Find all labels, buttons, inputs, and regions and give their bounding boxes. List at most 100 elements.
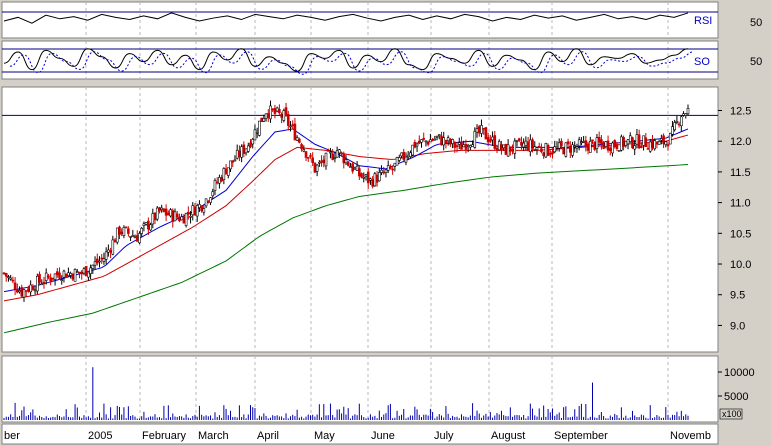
candle-body [269, 105, 272, 120]
candle-body [568, 145, 572, 153]
candle-body [484, 127, 488, 140]
candle-body [91, 264, 95, 269]
rsi-panel [1, 1, 719, 39]
candle-body [291, 124, 295, 127]
candle-body [460, 142, 463, 150]
candle-body [606, 140, 610, 151]
candle-body [167, 212, 170, 216]
candle-body [675, 120, 679, 123]
candle-body [42, 281, 46, 284]
candle-body [24, 290, 28, 292]
candle-body [244, 148, 248, 154]
candle-body [120, 231, 124, 234]
candle-body [118, 226, 121, 235]
candle-body [189, 216, 192, 218]
candle-body [338, 149, 341, 154]
candle-body [402, 151, 406, 160]
volume-panel [1, 355, 719, 423]
candle-body [249, 142, 252, 148]
candle-body [511, 149, 514, 152]
candle-body [677, 123, 681, 126]
candle-body [253, 129, 257, 141]
candle-body [504, 144, 508, 155]
candle-body [577, 139, 581, 147]
vol-unit-label: x100 [722, 409, 742, 419]
candle-body [133, 236, 137, 239]
candle-body [329, 151, 332, 154]
candle-body [89, 267, 92, 274]
candle-body [346, 161, 350, 166]
candle-body [680, 116, 683, 127]
candle-body [27, 288, 30, 292]
candle-body [433, 138, 437, 141]
candle-body [38, 273, 41, 283]
candle-body [522, 142, 525, 148]
candle-body [602, 142, 605, 149]
vol-tick-label: 5000 [724, 391, 748, 403]
candle-body [295, 137, 299, 141]
candle-body [333, 157, 337, 159]
candle-body [311, 157, 314, 164]
candle-body [653, 140, 656, 150]
candle-body [442, 137, 446, 146]
candle-body [464, 144, 468, 150]
candle-body [637, 134, 641, 149]
candle-body [246, 145, 250, 152]
candle-body [264, 113, 268, 119]
candle-body [351, 163, 354, 172]
candle-body [620, 136, 623, 151]
candle-body [446, 137, 450, 142]
x-axis-label: August [491, 430, 525, 442]
candle-body [524, 140, 528, 146]
candle-body [486, 137, 490, 143]
x-axis-label: 2005 [88, 430, 112, 442]
candle-body [400, 152, 403, 157]
candle-body [471, 144, 474, 147]
candle-body [489, 139, 492, 142]
candle-body [315, 164, 319, 172]
candle-body [193, 206, 197, 216]
candle-body [162, 208, 166, 212]
candle-body [395, 157, 399, 166]
candle-body [515, 139, 519, 142]
rsi-label: RSI [694, 15, 712, 27]
y-tick-label: 10.0 [730, 259, 751, 271]
ma-long-line [3, 164, 689, 334]
candle-body [122, 227, 126, 236]
candle-body [331, 153, 334, 160]
candle-body [93, 261, 97, 266]
rsi-tick: 50 [750, 17, 762, 29]
y-tick-label: 9.0 [730, 320, 745, 332]
candle-body [11, 279, 15, 282]
candle-body [364, 174, 368, 177]
candle-body [64, 273, 68, 279]
candle-body [624, 140, 628, 146]
candle-body [584, 140, 588, 147]
candle-body [431, 139, 434, 141]
candle-body [662, 135, 665, 145]
candle-body [520, 141, 523, 146]
y-tick-label: 10.5 [730, 228, 751, 240]
candle-body [353, 167, 357, 170]
candle-body [557, 142, 561, 149]
candle-body [335, 150, 339, 158]
candle-body [477, 126, 481, 134]
candle-body [13, 282, 17, 290]
y-tick-label: 9.5 [730, 290, 745, 302]
candle-body [271, 108, 275, 111]
candle-body [397, 157, 401, 161]
candle-body [313, 162, 317, 173]
candle-body [67, 272, 70, 276]
candle-body [429, 139, 432, 143]
candle-body [202, 208, 206, 213]
candle-body [686, 107, 690, 115]
candle-body [375, 174, 379, 183]
candle-body [593, 141, 597, 150]
candle-body [226, 167, 230, 176]
candle-body [682, 113, 685, 116]
candle-body [473, 131, 477, 148]
so-signal-line [9, 51, 695, 75]
candle-body [573, 145, 577, 147]
candle-body [406, 154, 410, 158]
candle-body [591, 139, 594, 142]
